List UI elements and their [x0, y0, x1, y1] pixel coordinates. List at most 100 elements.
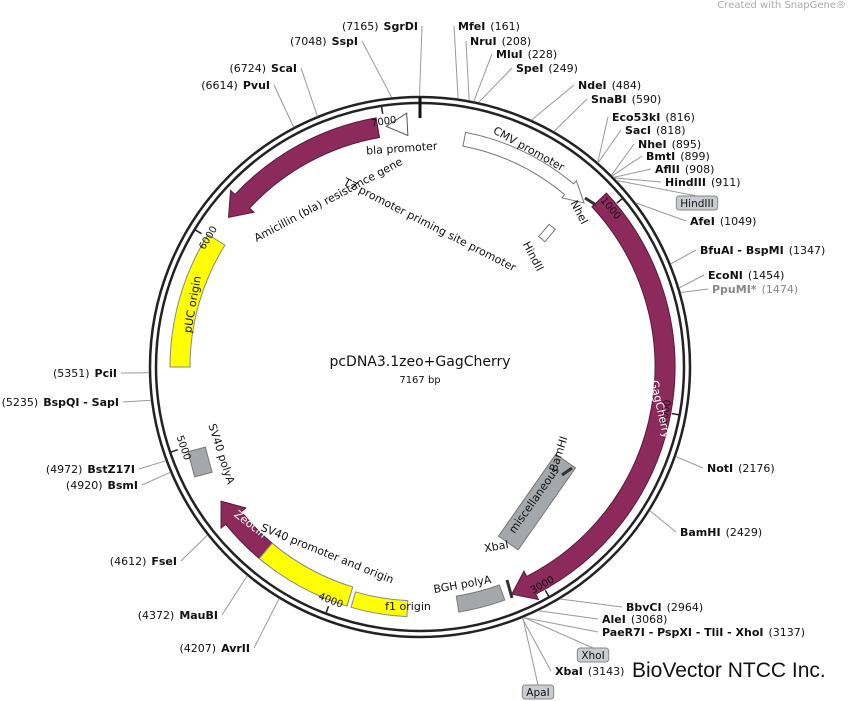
tick-mark [169, 448, 178, 454]
sv40-polya-box [187, 446, 213, 478]
site-label: MfeI (161) [458, 20, 520, 33]
site-name: SacI [625, 124, 651, 137]
site-name: FseI [151, 555, 177, 568]
site-position: (4612) [110, 555, 147, 568]
site-label: (7165) SgrDI [342, 20, 418, 33]
site-name: ScaI [271, 62, 297, 75]
site-position: (590) [632, 93, 662, 106]
site-name: BbvCI [626, 601, 662, 614]
site-line [675, 456, 704, 469]
site-label: (6614) PvuI [201, 79, 270, 92]
site-position: (4920) [66, 479, 103, 492]
site-position: (3137) [769, 626, 806, 639]
site-name: PaeR7I - PspXI - TliI - XhoI [602, 626, 764, 639]
bamhi-mark [561, 466, 573, 477]
site-label: (6724) ScaI [229, 62, 297, 75]
tick-mark [616, 197, 624, 204]
feature-arc [455, 584, 506, 613]
site-position: (5351) [53, 367, 90, 380]
site-line [614, 177, 662, 183]
site-line [138, 460, 166, 470]
plasmid-name: pcDNA3.1zeo+GagCherry [329, 354, 510, 370]
site-line [473, 53, 493, 102]
site-label: AfeI (1049) [690, 215, 756, 228]
site-name: SgrDI [384, 20, 418, 33]
site-label: (4612) FseI [110, 555, 177, 568]
site-name: AflII [655, 163, 680, 176]
site-line [538, 610, 599, 620]
site-line [597, 116, 609, 163]
site-line [613, 168, 652, 178]
site-line [465, 40, 470, 101]
t7-box [538, 223, 556, 243]
site-label: XbaI (3143) [555, 665, 624, 678]
site-line [419, 25, 423, 97]
feature-arc [462, 131, 585, 204]
feature-arc [258, 542, 354, 607]
feature-arc [350, 591, 409, 618]
site-label: (4372) MauBI [138, 609, 218, 622]
boxed-site-box [675, 195, 719, 211]
site-position: (6724) [229, 62, 266, 75]
boxed-site-line [522, 617, 539, 686]
site-name: NruI [470, 35, 497, 48]
site-line [553, 98, 588, 132]
site-label: (4207) AvrII [180, 642, 250, 655]
site-label: NheI (895) [638, 138, 701, 151]
site-line [649, 510, 677, 533]
company: BioVector NTCC Inc. [632, 659, 826, 682]
site-label: EcoNI (1454) [708, 269, 784, 282]
feature-label: SV40 polyA [205, 422, 237, 486]
boxed-site-line [616, 179, 698, 197]
site-name: MluI [496, 48, 523, 61]
tick-mark [671, 412, 680, 416]
site-line [521, 617, 552, 672]
feature-arc [385, 112, 409, 137]
site-name: BspQI - SapI [43, 396, 119, 409]
site-label: BamHI (2429) [680, 526, 762, 539]
site-line [273, 84, 295, 128]
site-position: (249) [548, 62, 578, 75]
site-position: (1347) [789, 244, 826, 257]
site-position: (911) [711, 176, 741, 189]
site-label: SpeI (249) [516, 62, 578, 75]
site-name: PvuI [243, 79, 270, 92]
feature-label: bla promoter [366, 140, 439, 158]
site-position: (4207) [180, 642, 217, 655]
plasmid-size: 7167 bp [399, 375, 440, 386]
site-position: (908) [685, 163, 715, 176]
site-position: (5235) [2, 396, 39, 409]
site-position: (818) [656, 124, 686, 137]
site-line [361, 40, 393, 98]
watermark: Created with SnapGene® [717, 0, 846, 11]
site-name: MauBI [179, 609, 218, 622]
site-name: XbaI [555, 665, 583, 678]
site-line [523, 617, 599, 633]
tick-label: 7000 [371, 115, 398, 130]
site-label: PpuMI* (1474) [712, 283, 798, 296]
tick-mark [194, 228, 202, 235]
boxed-site-box [521, 684, 555, 700]
site-label: (5351) PciI [53, 367, 117, 380]
xbai-mark [505, 579, 514, 599]
feature-arc [227, 117, 381, 219]
boxed-site-line [523, 616, 594, 649]
site-label: (4972) BstZ17I [46, 463, 135, 476]
site-name: EcoNI [708, 269, 743, 282]
site-name: BfuAI - BspMI [700, 244, 784, 257]
site-label: MluI (228) [496, 48, 557, 61]
site-name: AleI [602, 613, 626, 626]
tick-mark [544, 589, 550, 598]
feature-label: XbaI [483, 538, 509, 555]
site-label: (5235) BspQI - SapI [2, 396, 119, 409]
site-line [635, 202, 687, 222]
site-label: (4920) BsmI [66, 479, 138, 492]
site-position: (228) [528, 48, 558, 61]
site-label: BfuAI - BspMI (1347) [700, 244, 825, 257]
site-position: (816) [665, 111, 695, 124]
tick-label: 5000 [174, 434, 193, 462]
site-line [478, 67, 513, 103]
site-line [559, 598, 623, 608]
site-name: BmtI [646, 150, 675, 163]
site-label: NdeI (484) [578, 79, 641, 92]
